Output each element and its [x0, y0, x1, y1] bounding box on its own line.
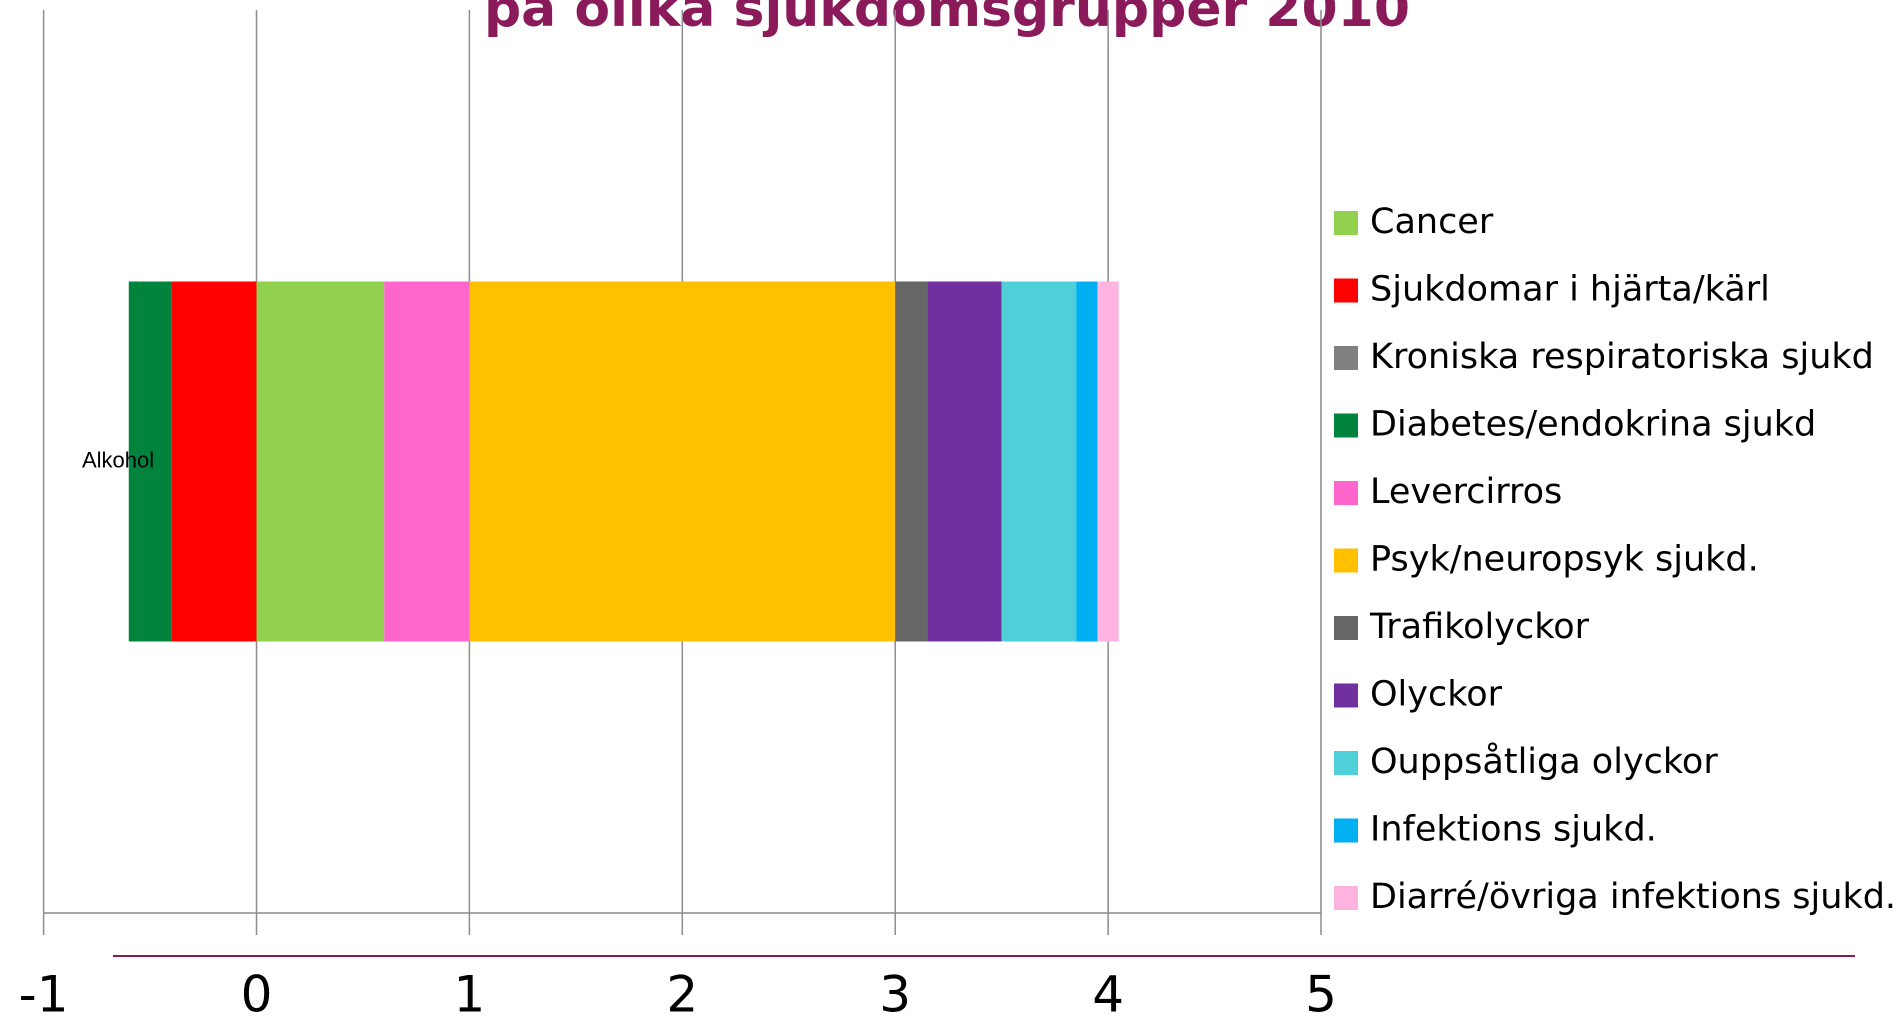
bar-segment: [1001, 281, 1077, 642]
legend-swatch: [1334, 481, 1358, 505]
legend-swatch: [1334, 211, 1358, 235]
x-tick-label: -1: [19, 966, 69, 1019]
x-tick-label: 0: [241, 966, 273, 1019]
legend-label: Ouppsåtliga olyckor: [1370, 741, 1718, 782]
legend-swatch: [1334, 683, 1358, 708]
legend-label: Sjukdomar i hjärta/kärl: [1370, 270, 1770, 310]
legend-swatch: [1334, 548, 1358, 573]
legend-label: Psyk/neuropsyk sjukd.: [1370, 540, 1759, 580]
legend-label: Infektions sjukd.: [1370, 810, 1657, 850]
x-tick-label: 5: [1305, 966, 1337, 1019]
legend-swatch: [1334, 818, 1358, 843]
bar-segment: [171, 281, 257, 642]
legend-label: Cancer: [1370, 202, 1494, 242]
chart-title: på olika sjukdomsgrupper 2010: [484, 0, 1410, 39]
legend-label: Kroniska respiratoriska sjukd: [1370, 337, 1874, 377]
legend-label: Olyckor: [1370, 675, 1503, 715]
legend-swatch: [1334, 346, 1358, 370]
legend-swatch: [1334, 616, 1358, 640]
legend-swatch: [1334, 278, 1358, 303]
bar-segment: [469, 281, 896, 642]
legend-label: Levercirros: [1370, 472, 1562, 512]
bar-segment: [1097, 281, 1119, 642]
legend-label: Trafikolyckor: [1369, 607, 1590, 647]
y-tick-label: Alkohol: [82, 447, 154, 472]
bar-segment: [1076, 281, 1098, 642]
bar-segment: [927, 281, 1002, 642]
bar-segment: [128, 281, 172, 642]
x-tick-label: 1: [453, 966, 485, 1019]
bar-segment: [256, 281, 385, 642]
legend-swatch: [1334, 413, 1358, 438]
x-tick-label: 2: [666, 966, 698, 1019]
bar-segment: [384, 281, 470, 642]
legend-swatch: [1334, 886, 1358, 910]
legend-label: Diabetes/endokrina sjukd: [1370, 405, 1816, 445]
legend-swatch: [1334, 751, 1358, 775]
x-tick-label: 3: [879, 966, 911, 1019]
bar-segment: [895, 281, 928, 642]
legend-label: Diarré/övriga infektions sjukd.: [1370, 877, 1896, 917]
x-tick-label: 4: [1092, 966, 1124, 1019]
